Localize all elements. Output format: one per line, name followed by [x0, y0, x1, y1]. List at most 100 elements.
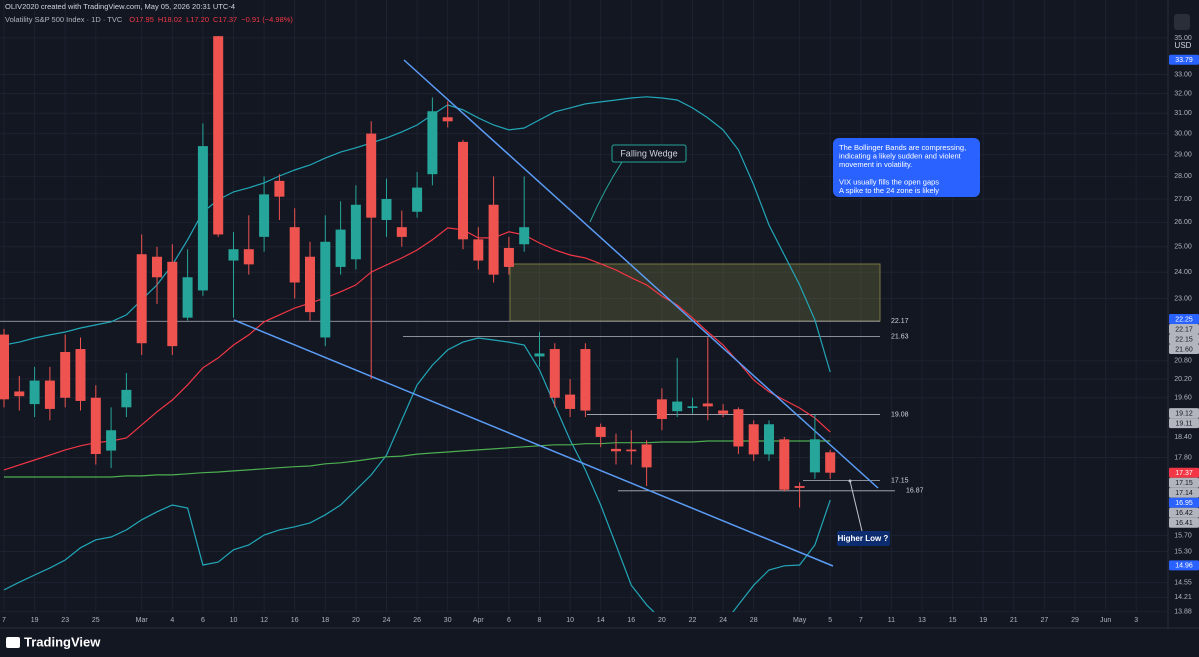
y-tick-label: 20.20	[1174, 376, 1192, 383]
candle-body	[106, 430, 117, 451]
candle-body	[213, 36, 224, 235]
note-line: indicating a likely sudden and violent	[839, 151, 962, 160]
candle-body	[396, 227, 407, 237]
brand: TradingView	[24, 634, 101, 649]
currency-label: USD	[1175, 41, 1192, 50]
y-tick-label: 23.00	[1174, 295, 1192, 302]
candle-body	[503, 247, 514, 267]
x-tick-label: 12	[260, 617, 268, 624]
price-marker	[1169, 344, 1199, 355]
logo-mark	[6, 637, 20, 648]
axes: 35.00 33.00 32.00 31.00 30.00 29.00 28.00 27.00…	[0, 0, 1199, 629]
candle-body	[718, 410, 729, 414]
x-tick-label: 16	[627, 617, 635, 624]
candle-body	[197, 146, 208, 291]
candle-body	[672, 401, 683, 412]
x-tick-label: 24	[383, 617, 391, 624]
candle-body	[366, 133, 377, 218]
x-tick-label: 6	[507, 617, 511, 624]
price-marker-label: 33.79	[1175, 57, 1193, 64]
pattern-connector	[589, 161, 623, 223]
y-tick-label: 33.00	[1174, 71, 1192, 78]
y-tick-label: 15.70	[1174, 532, 1192, 539]
x-tick-label: 20	[352, 617, 360, 624]
candle-body	[228, 249, 239, 261]
candle-body	[44, 380, 55, 409]
x-tick-label: 19	[31, 617, 39, 624]
price-marker-label: 19.12	[1175, 410, 1193, 417]
ohlc-value: C17.37	[213, 15, 237, 24]
price-marker	[1169, 408, 1199, 419]
header-symbol: Volatility S&P 500 Index · 1D · TVC	[5, 15, 123, 24]
candle-body	[14, 391, 25, 397]
candle-body	[702, 403, 713, 407]
candle-body	[274, 180, 285, 197]
x-tick-label: 28	[750, 617, 758, 624]
candle-body	[289, 227, 300, 283]
higher-low-connector	[849, 480, 863, 532]
y-tick-label: 14.21	[1174, 594, 1192, 601]
y-tick-label: 26.00	[1174, 219, 1192, 226]
candle-body	[611, 448, 621, 452]
ohlc-value: −0.91 (−4.98%)	[241, 15, 293, 24]
higher-low-box	[837, 531, 890, 546]
y-tick-label: 31.00	[1174, 110, 1192, 117]
ohlc-value: O17.95	[129, 15, 154, 24]
price-marker-label: 19.11	[1176, 420, 1193, 427]
indicator-line	[4, 440, 831, 478]
x-tick-label: 27	[1041, 617, 1049, 624]
x-tick-label: 23	[61, 617, 69, 624]
candle-body	[412, 187, 423, 212]
price-marker-label: 21.60	[1175, 346, 1193, 353]
price-level-label: 21.63	[891, 333, 909, 340]
gap-zone	[509, 263, 881, 322]
note: The Bollinger Bands are compressing,indi…	[839, 143, 966, 195]
candle-body	[809, 439, 820, 473]
candle-body	[764, 424, 774, 455]
y-tick-label: 15.30	[1174, 548, 1192, 555]
ohlc-value: H18.02	[158, 15, 182, 24]
candle-body	[305, 256, 315, 313]
candle-body	[687, 406, 698, 408]
price-marker	[1169, 418, 1199, 429]
candle-body	[641, 444, 652, 468]
x-tick-label: 15	[949, 617, 957, 624]
price-marker	[1169, 334, 1199, 345]
note-box	[833, 138, 980, 197]
x-tick-label: 14	[597, 617, 605, 624]
x-tick-label: 5	[828, 617, 832, 624]
footer-logo: TradingView	[6, 634, 101, 649]
pattern-label-box	[611, 144, 687, 163]
candle-body	[121, 389, 132, 408]
price-markers: 33.79 22.25 22.17 22.15 21.60 19.12 19.11 17.37…	[1169, 54, 1199, 571]
note-line: VIX usually fills the open gaps	[839, 177, 939, 186]
y-tick-label: 19.60	[1174, 395, 1192, 402]
x-tick-label: 4	[170, 617, 174, 624]
wedge-lower-trendline	[233, 319, 834, 567]
price-marker-label: 16.41	[1175, 520, 1193, 527]
y-tick-label: 18.40	[1174, 434, 1192, 441]
candle-body	[167, 261, 178, 347]
x-tick-label: 25	[92, 617, 100, 624]
y-tick-label: 35.00	[1174, 35, 1192, 42]
note-line: movement in volatility.	[839, 160, 912, 169]
candle-body	[595, 426, 606, 437]
settings-button[interactable]	[1174, 14, 1190, 30]
x-tick-label: 7	[2, 617, 6, 624]
price-marker-label: 22.15	[1175, 336, 1193, 343]
x-tick-label: 21	[1010, 617, 1018, 624]
price-level-label: 17.15	[891, 477, 909, 484]
price-marker	[1169, 477, 1199, 488]
price-marker-label: 16.42	[1175, 510, 1193, 517]
x-tick-label: May	[793, 617, 807, 624]
note-line: A spike to the 24 zone is likely	[839, 186, 939, 195]
x-tick-label: Jun	[1100, 617, 1111, 624]
candle-body	[534, 353, 545, 357]
x-tick-label: 22	[689, 617, 697, 624]
price-marker	[1169, 324, 1199, 335]
x-tick-label: 7	[859, 617, 863, 624]
price-marker	[1169, 467, 1199, 478]
higher-low-anchor	[848, 479, 852, 483]
candle-body	[259, 194, 270, 237]
